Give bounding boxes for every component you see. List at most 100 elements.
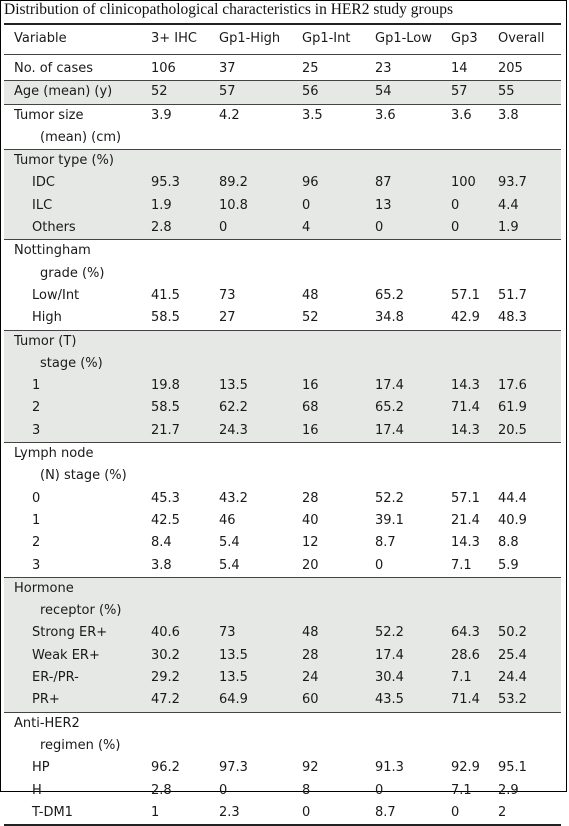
cell-gp1-low: 13 xyxy=(375,197,392,213)
cell-3plus-ihc: 41.5 xyxy=(151,287,180,303)
table-row: High 58.5 27 52 34.8 42.9 48.3 xyxy=(4,307,561,329)
cell-3plus-ihc: 96.2 xyxy=(151,760,180,776)
group-divider xyxy=(4,576,561,578)
cell-gp3: 7.1 xyxy=(451,782,472,798)
row-label: T-DM1 xyxy=(32,804,73,820)
cell-gp1-low: 54 xyxy=(375,84,392,100)
top-rule xyxy=(4,23,561,25)
cell-gp1-high: 27 xyxy=(219,310,236,326)
cell-gp1-high: 0 xyxy=(219,220,228,236)
cell-gp3: 64.3 xyxy=(451,625,480,641)
header-gp1-low: Gp1-Low xyxy=(375,31,432,46)
cell-gp3: 7.1 xyxy=(451,557,472,573)
row-label: HP xyxy=(32,760,50,776)
cell-gp3: 3.6 xyxy=(451,107,472,123)
row-label: receptor (%) xyxy=(40,603,122,619)
cell-gp3: 57 xyxy=(451,84,468,100)
table-row: 1 19.8 13.5 16 17.4 14.3 17.6 xyxy=(4,375,561,397)
row-label: Weak ER+ xyxy=(32,647,100,663)
cell-gp1-low: 0 xyxy=(375,557,384,573)
cell-3plus-ihc: 95.3 xyxy=(151,175,180,191)
row-group: No. of cases 106 37 25 23 14 205 xyxy=(4,58,561,80)
table-row: Tumor type (%) xyxy=(4,150,561,172)
row-label: High xyxy=(32,310,62,326)
cell-gp1-high: 24.3 xyxy=(219,422,248,438)
cell-gp1-low: 65.2 xyxy=(375,287,404,303)
cell-3plus-ihc: 58.5 xyxy=(151,400,180,416)
cell-gp1-low: 91.3 xyxy=(375,760,404,776)
row-label: IDC xyxy=(32,175,55,191)
table-row: Low/Int 41.5 73 48 65.2 57.1 51.7 xyxy=(4,285,561,307)
table-row: Age (mean) (y) 52 57 56 54 57 55 xyxy=(4,81,561,103)
row-group: Nottingham grade (%) Low/Int 41.5 73 48 65.2 57… xyxy=(4,240,561,329)
row-label: Hormone xyxy=(14,580,74,596)
cell-3plus-ihc: 1.9 xyxy=(151,197,172,213)
cell-gp3: 0 xyxy=(451,220,460,236)
cell-overall: 1.9 xyxy=(498,220,519,236)
cell-gp1-high: 46 xyxy=(219,512,236,528)
cell-gp1-int: 60 xyxy=(302,692,319,708)
header-gp1-high: Gp1-High xyxy=(219,31,281,46)
cell-3plus-ihc: 47.2 xyxy=(151,692,180,708)
cell-gp1-low: 65.2 xyxy=(375,400,404,416)
cell-gp1-int: 16 xyxy=(302,378,319,394)
row-label: grade (%) xyxy=(40,265,105,281)
cell-gp3: 92.9 xyxy=(451,760,480,776)
cell-gp1-high: 62.2 xyxy=(219,400,248,416)
row-label: Age (mean) (y) xyxy=(14,84,113,100)
cell-gp1-low: 43.5 xyxy=(375,692,404,708)
cell-gp3: 0 xyxy=(451,197,460,213)
cell-overall: 95.1 xyxy=(498,760,527,776)
table-row: HP 96.2 97.3 92 91.3 92.9 95.1 xyxy=(4,757,561,779)
cell-gp1-high: 43.2 xyxy=(219,490,248,506)
table-caption: Distribution of clinicopathological char… xyxy=(4,1,453,18)
table-row: Hormone receptor (%) xyxy=(4,578,561,623)
group-divider xyxy=(4,103,561,105)
cell-gp1-high: 89.2 xyxy=(219,175,248,191)
row-label: Low/Int xyxy=(32,287,80,303)
row-label: ER-/PR- xyxy=(32,670,79,686)
cell-gp1-int: 52 xyxy=(302,310,319,326)
cell-gp1-high: 10.8 xyxy=(219,197,248,213)
cell-gp1-high: 4.2 xyxy=(219,107,240,123)
cell-gp1-high: 5.4 xyxy=(219,557,240,573)
cell-gp1-int: 3.5 xyxy=(302,107,323,123)
row-label: (mean) (cm) xyxy=(40,129,122,145)
table-row: ER-/PR- 29.2 13.5 24 30.4 7.1 24.4 xyxy=(4,667,561,689)
cell-3plus-ihc: 42.5 xyxy=(151,512,180,528)
group-divider xyxy=(4,442,561,444)
cell-gp3: 28.6 xyxy=(451,647,480,663)
row-group: Anti-HER2 regimen (%) HP 96.2 97.3 92 91.3 92.9… xyxy=(4,713,561,824)
cell-gp1-low: 52.2 xyxy=(375,490,404,506)
row-label: PR+ xyxy=(32,692,60,708)
cell-gp1-high: 37 xyxy=(219,61,236,76)
cell-gp1-low: 3.6 xyxy=(375,107,396,123)
table-row: 3 3.8 5.4 20 0 7.1 5.9 xyxy=(4,555,561,577)
cell-3plus-ihc: 3.8 xyxy=(151,557,172,573)
cell-overall: 53.2 xyxy=(498,692,527,708)
cell-overall: 61.9 xyxy=(498,400,527,416)
table-row: H 2.8 0 8 0 7.1 2.9 xyxy=(4,780,561,802)
table-row: No. of cases 106 37 25 23 14 205 xyxy=(4,58,561,80)
row-label: (N) stage (%) xyxy=(40,468,127,484)
row-label: 3 xyxy=(32,422,41,438)
cell-gp1-high: 73 xyxy=(219,625,236,641)
cell-gp1-int: 68 xyxy=(302,400,319,416)
cell-overall: 205 xyxy=(498,61,523,76)
cell-gp1-low: 17.4 xyxy=(375,422,404,438)
cell-overall: 3.8 xyxy=(498,107,519,123)
cell-gp1-high: 2.3 xyxy=(219,804,240,820)
cell-gp3: 71.4 xyxy=(451,400,480,416)
cell-overall: 93.7 xyxy=(498,175,527,191)
table-row: T-DM1 1 2.3 0 8.7 0 2 xyxy=(4,802,561,824)
cell-overall: 2 xyxy=(498,804,507,820)
cell-3plus-ihc: 58.5 xyxy=(151,310,180,326)
cell-gp1-int: 48 xyxy=(302,287,319,303)
cell-3plus-ihc: 8.4 xyxy=(151,535,172,551)
cell-overall: 40.9 xyxy=(498,512,527,528)
cell-gp1-high: 13.5 xyxy=(219,670,248,686)
row-label: 3 xyxy=(32,557,41,573)
cell-gp1-int: 40 xyxy=(302,512,319,528)
cell-gp3: 14.3 xyxy=(451,535,480,551)
cell-gp3: 57.1 xyxy=(451,287,480,303)
